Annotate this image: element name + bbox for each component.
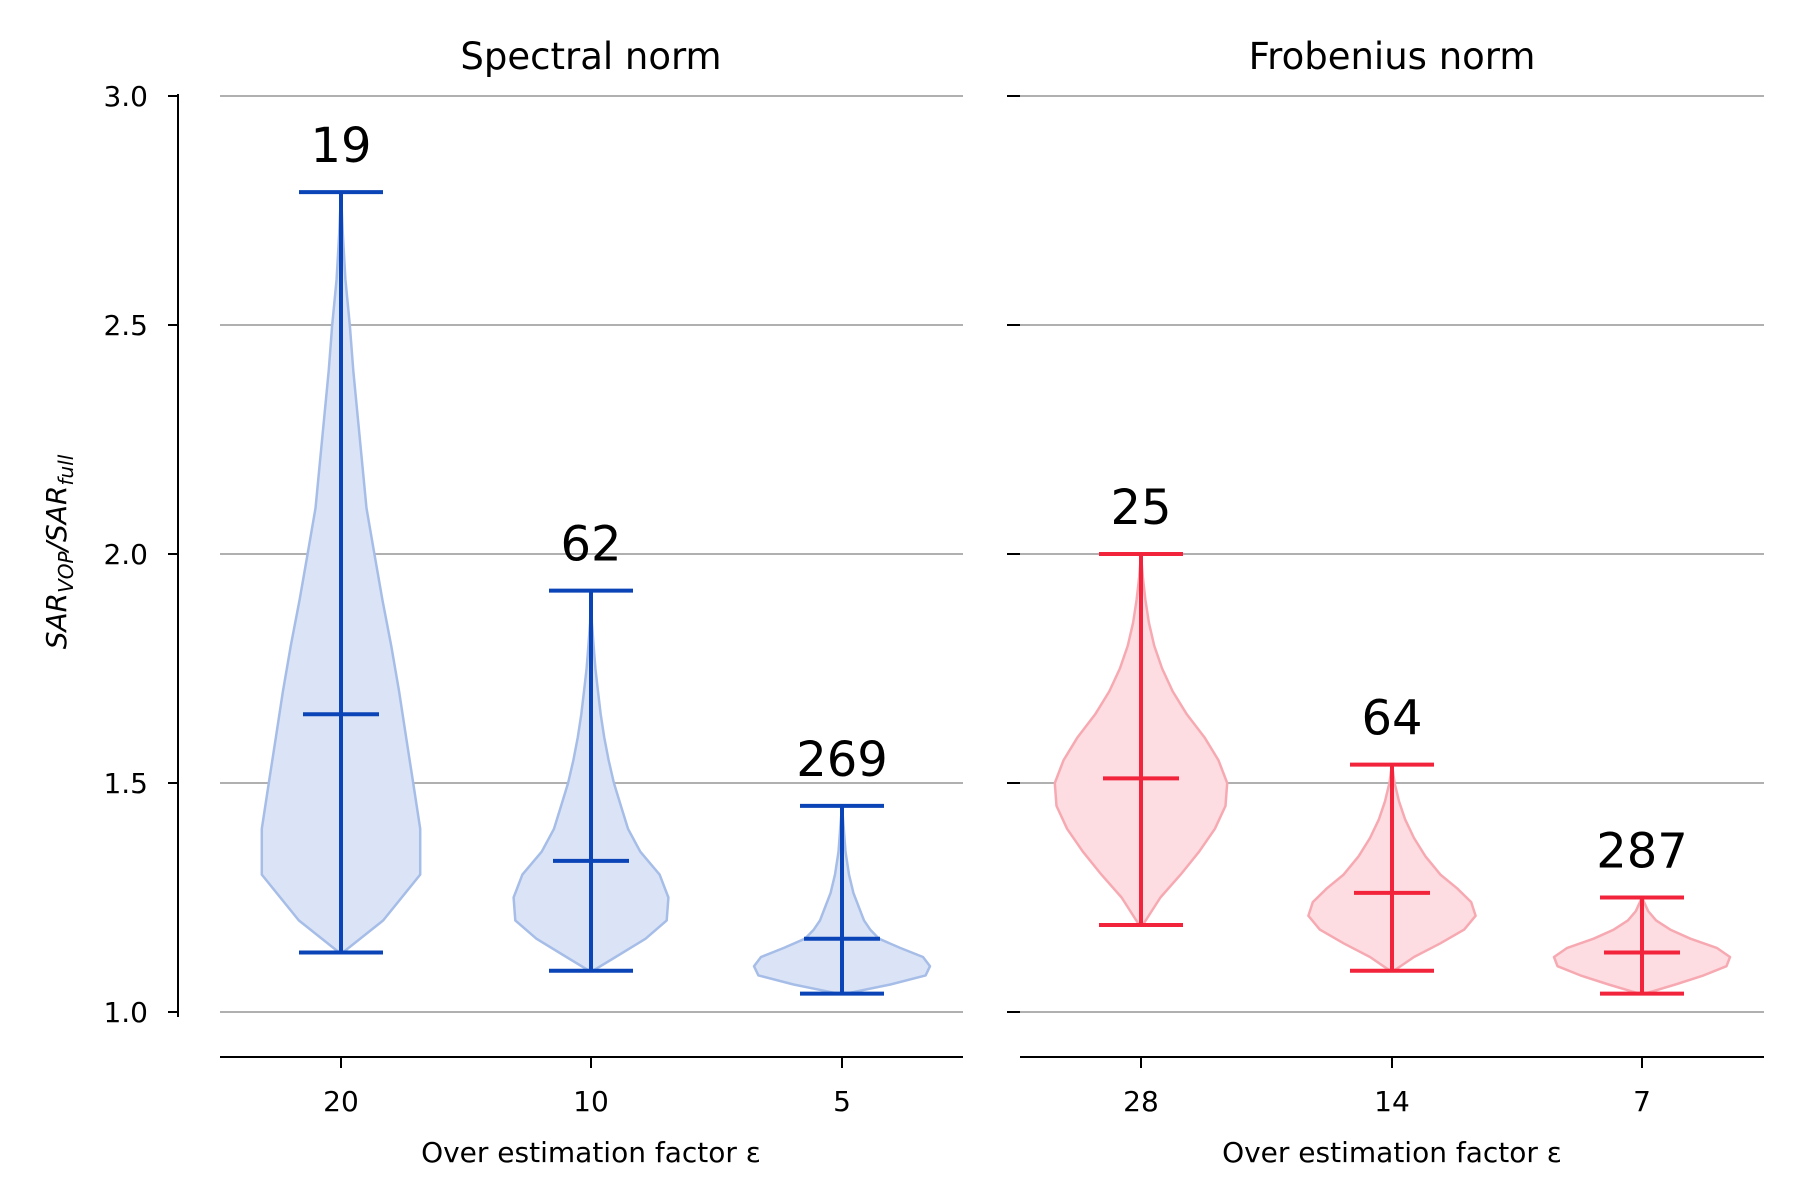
y-tick-label: 2.5 bbox=[103, 309, 148, 342]
y-label-main2: SAR bbox=[40, 486, 73, 542]
y-tick-label: 1.0 bbox=[103, 996, 148, 1029]
x-tick-label: 5 bbox=[833, 1085, 851, 1118]
panel-spectral-xlabel: Over estimation factor ε bbox=[421, 1136, 761, 1169]
panel-frobenius-title: Frobenius norm bbox=[1249, 35, 1536, 78]
count-label: 269 bbox=[796, 732, 888, 788]
count-label: 287 bbox=[1596, 824, 1688, 880]
panel-spectral-violins: 19 20 62 10 269 5 bbox=[260, 118, 932, 1118]
y-label-main1: SAR bbox=[40, 593, 73, 649]
panel-spectral: 1.0 1.5 2.0 2.5 3.0 19 20 62 10 269 5 Spectral no… bbox=[103, 35, 963, 1169]
x-tick-label: 10 bbox=[573, 1085, 609, 1118]
x-tick-label: 20 bbox=[323, 1085, 359, 1118]
count-label: 19 bbox=[310, 118, 371, 174]
panel-frobenius: 25 28 64 14 287 7 Frobenius norm Over estimat… bbox=[1007, 35, 1764, 1169]
panel-frobenius-y-ticks bbox=[1007, 95, 1020, 1013]
y-tick-label: 2.0 bbox=[103, 538, 148, 571]
count-label: 64 bbox=[1361, 691, 1422, 747]
x-tick-label: 7 bbox=[1633, 1085, 1651, 1118]
count-label: 25 bbox=[1110, 480, 1171, 536]
y-axis-label: SARVOP/SARfull bbox=[40, 454, 78, 649]
y-tick-label: 1.5 bbox=[103, 767, 148, 800]
count-label: 62 bbox=[560, 517, 621, 573]
panel-frobenius-violins: 25 28 64 14 287 7 bbox=[1053, 480, 1732, 1118]
y-label-sep: / bbox=[40, 539, 73, 554]
x-tick-label: 14 bbox=[1374, 1085, 1410, 1118]
panel-spectral-title: Spectral norm bbox=[460, 35, 721, 78]
panel-frobenius-xlabel: Over estimation factor ε bbox=[1222, 1136, 1562, 1169]
x-tick-label: 28 bbox=[1123, 1085, 1159, 1118]
y-tick-label: 3.0 bbox=[103, 80, 148, 113]
y-label-sub2: full bbox=[54, 454, 78, 485]
y-label-sub1: VOP bbox=[54, 550, 78, 592]
panel-spectral-y-ticks: 1.0 1.5 2.0 2.5 3.0 bbox=[103, 80, 178, 1029]
